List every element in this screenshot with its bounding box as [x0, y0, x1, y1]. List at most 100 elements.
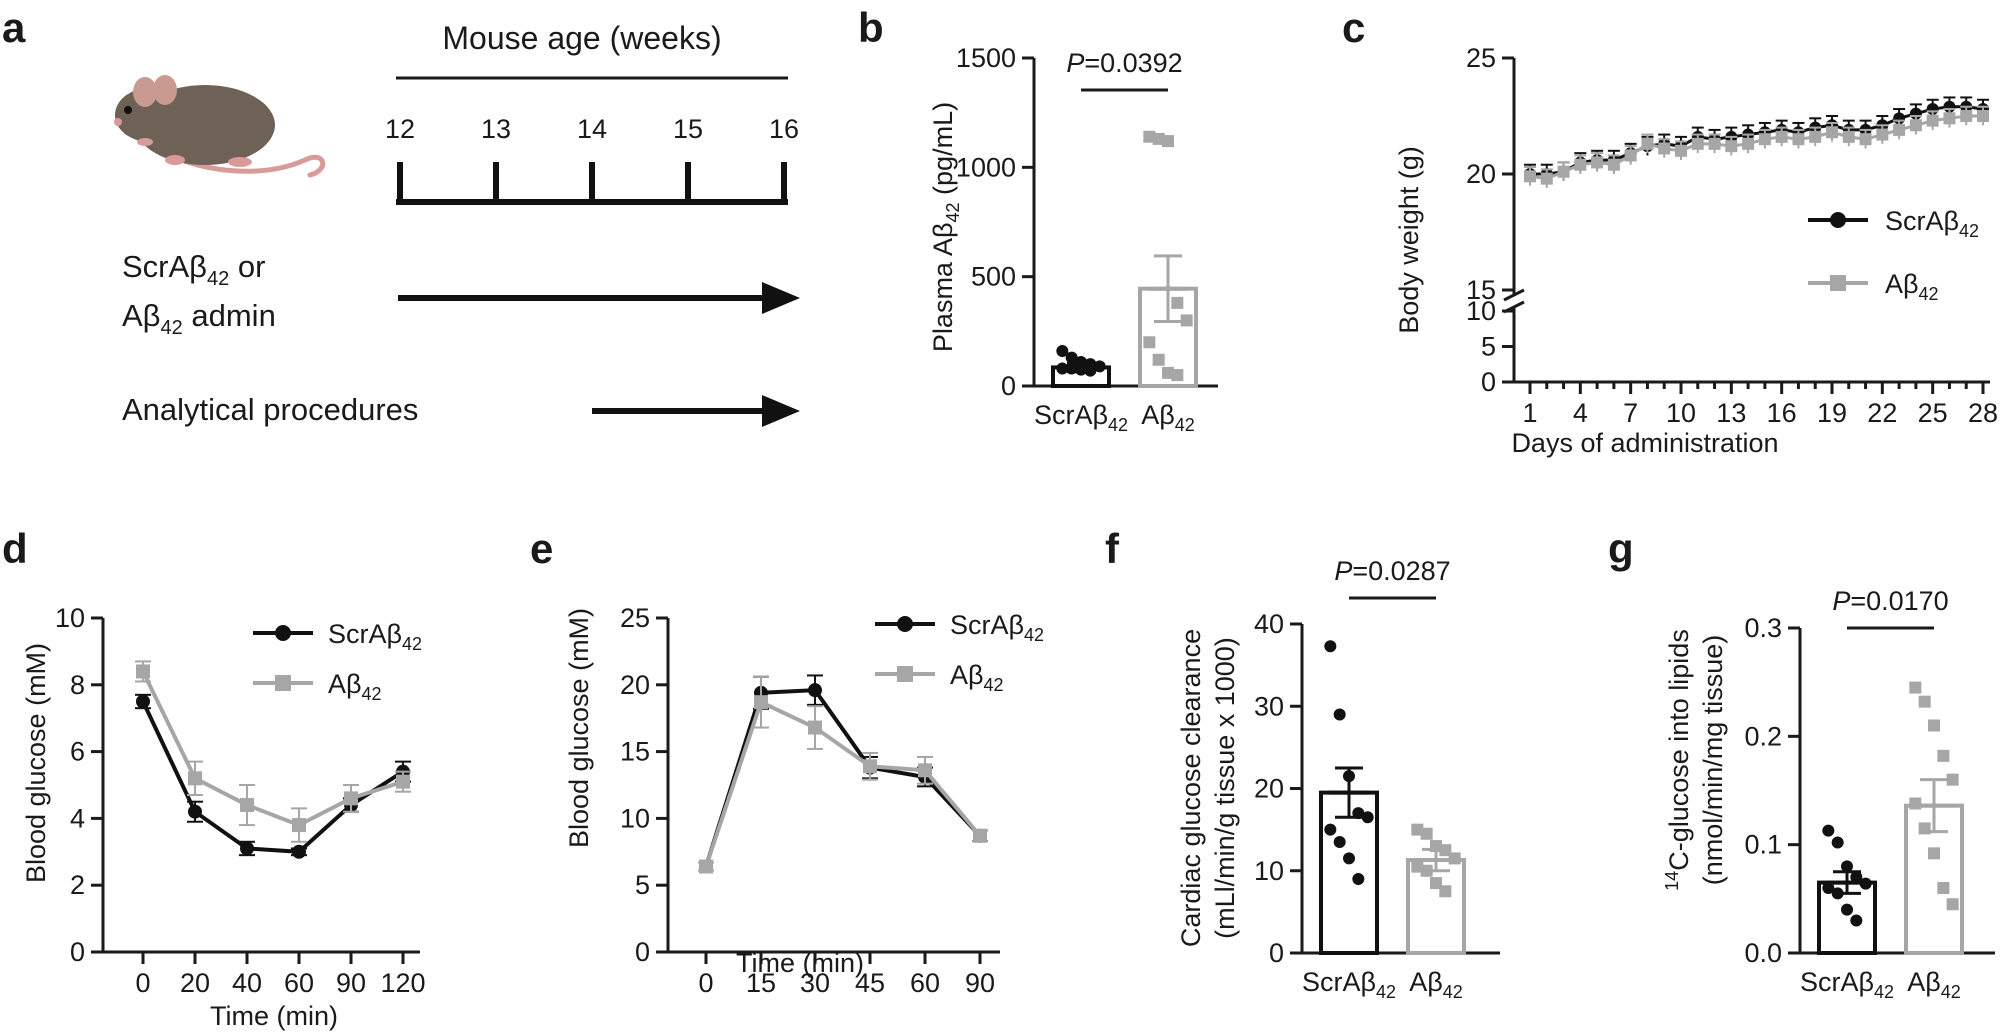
- data-point: [1841, 903, 1853, 916]
- y-tick-label: 0: [635, 937, 650, 967]
- legend-marker: [275, 625, 291, 641]
- panel-b: b 0 500 1000 1500 ScrAβ42 Aβ42 P=0.0392 Plasma…: [858, 4, 1218, 435]
- admin-arrow: [398, 282, 800, 314]
- x-tick-label: 19: [1817, 398, 1847, 428]
- x-tick-label: 90: [965, 968, 995, 998]
- xlabel-e: Time (min): [736, 948, 864, 978]
- x-tick-label: 0: [698, 968, 713, 998]
- admin-label-line1: ScrAβ42 or: [122, 249, 265, 290]
- x-tick-label: 25: [1918, 398, 1948, 428]
- data-point: [1162, 135, 1174, 148]
- data-point: [1675, 144, 1687, 157]
- data-point: [1792, 133, 1805, 146]
- x-tick-label: Aβ42: [1907, 967, 1961, 1002]
- y-tick-label: 2: [70, 870, 85, 900]
- y-tick-label: 0: [1269, 938, 1284, 968]
- legend-marker: [1830, 212, 1846, 228]
- data-point: [1641, 137, 1654, 150]
- panel-label-g: g: [1608, 525, 1634, 572]
- data-point: [1742, 137, 1755, 150]
- data-point: [1822, 824, 1835, 837]
- chart-lipid-glucose: 0.0 0.1 0.2 0.3 ScrAβ42 Aβ42 P=0.0170: [1744, 586, 1995, 1002]
- data-point: [1909, 797, 1922, 810]
- data-point: [1180, 314, 1193, 327]
- bar: [1406, 858, 1466, 955]
- timeline-age-label: 12: [385, 114, 415, 144]
- panel-f: f 0 10 20 30 40 ScrAβ42 Aβ42 P=0.0287 Cardiac g…: [1105, 525, 1500, 1002]
- data-point: [1448, 852, 1461, 865]
- legend-label: ScrAβ42: [1885, 206, 1979, 241]
- chart-plasma-abeta: 0 500 1000 1500 ScrAβ42 Aβ42 P=0.0392: [956, 43, 1218, 435]
- timeline-age-label: 13: [481, 114, 511, 144]
- data-point: [1624, 149, 1637, 162]
- analytical-label: Analytical procedures: [122, 392, 418, 427]
- ylabel-b: Plasma Aβ42 (pg/mL): [928, 102, 963, 352]
- y-tick-label: 0.1: [1744, 830, 1782, 860]
- data-point: [1352, 807, 1365, 820]
- data-point: [1557, 165, 1570, 178]
- data-point: [1937, 749, 1950, 762]
- data-point: [699, 859, 713, 874]
- x-tick-label: ScrAβ42: [1034, 400, 1128, 435]
- y-tick-label: 0: [1001, 371, 1016, 401]
- y-tick-label: 0.3: [1744, 613, 1782, 643]
- data-point: [754, 695, 768, 710]
- y-tick-label: 10: [1254, 856, 1284, 886]
- x-tick-label: 60: [284, 968, 314, 998]
- data-point: [1909, 119, 1922, 132]
- legend-marker: [897, 616, 913, 632]
- data-point: [1143, 336, 1156, 349]
- panel-label-b: b: [858, 4, 884, 51]
- y-tick-label: 20: [620, 670, 650, 700]
- x-tick-label: 120: [380, 968, 425, 998]
- data-point: [1420, 864, 1433, 877]
- data-point: [1065, 362, 1078, 375]
- data-point: [1056, 345, 1069, 358]
- y-tick-label: 30: [1254, 691, 1284, 721]
- timeline-age-label: 15: [673, 114, 703, 144]
- legend-label: Aβ42: [950, 660, 1004, 695]
- x-tick-label: 60: [910, 968, 940, 998]
- y-tick-label: 25: [620, 603, 650, 633]
- data-point: [918, 763, 932, 778]
- ylabel-c: Body weight (g): [1394, 146, 1424, 334]
- data-point: [1420, 827, 1433, 840]
- x-tick-label: Aβ42: [1141, 400, 1195, 435]
- series-line: [1530, 105, 1984, 176]
- data-point: [1152, 353, 1165, 366]
- data-point: [1708, 137, 1721, 150]
- data-point: [240, 841, 254, 856]
- data-point: [1928, 719, 1940, 732]
- y-tick-label: 10: [55, 603, 85, 633]
- data-point: [1607, 158, 1620, 171]
- x-tick-label: 45: [855, 968, 885, 998]
- data-point: [1725, 140, 1738, 153]
- data-point: [1152, 132, 1165, 145]
- data-point: [1343, 852, 1355, 865]
- data-point: [1056, 362, 1069, 375]
- data-point: [1430, 840, 1442, 853]
- data-point: [1918, 822, 1931, 835]
- y-tick-label: 1000: [956, 152, 1016, 182]
- y-tick-label: 0: [70, 937, 85, 967]
- series-line: [704, 699, 982, 868]
- data-point: [1084, 364, 1097, 377]
- legend-label: Aβ42: [1885, 269, 1939, 304]
- data-point: [188, 804, 202, 819]
- data-point: [1411, 823, 1424, 836]
- data-point: [1143, 130, 1156, 143]
- data-point: [396, 774, 410, 789]
- data-point: [1361, 811, 1374, 824]
- timeline-age-label: 14: [577, 114, 607, 144]
- panel-e: e 0 5 10 15 20 25 0 15 30 45 60 90 ScrAβ42 Aβ42 Blood…: [530, 525, 1044, 998]
- p-value-label: P=0.0392: [1066, 48, 1182, 78]
- panel-d: d 0 2 4 6 8 10 0 20 40 60 90 120 ScrAβ42 Aβ42 Blood g…: [2, 525, 426, 1031]
- data-point: [1809, 130, 1822, 143]
- series-line: [141, 670, 404, 828]
- y-tick-label: 5: [635, 870, 650, 900]
- data-point: [1850, 914, 1863, 927]
- chart-glucose-d: 0 2 4 6 8 10 0 20 40 60 90 120 ScrAβ42 Aβ42: [55, 603, 426, 998]
- data-point: [1540, 172, 1553, 185]
- y-tick-label: 0.2: [1744, 721, 1782, 751]
